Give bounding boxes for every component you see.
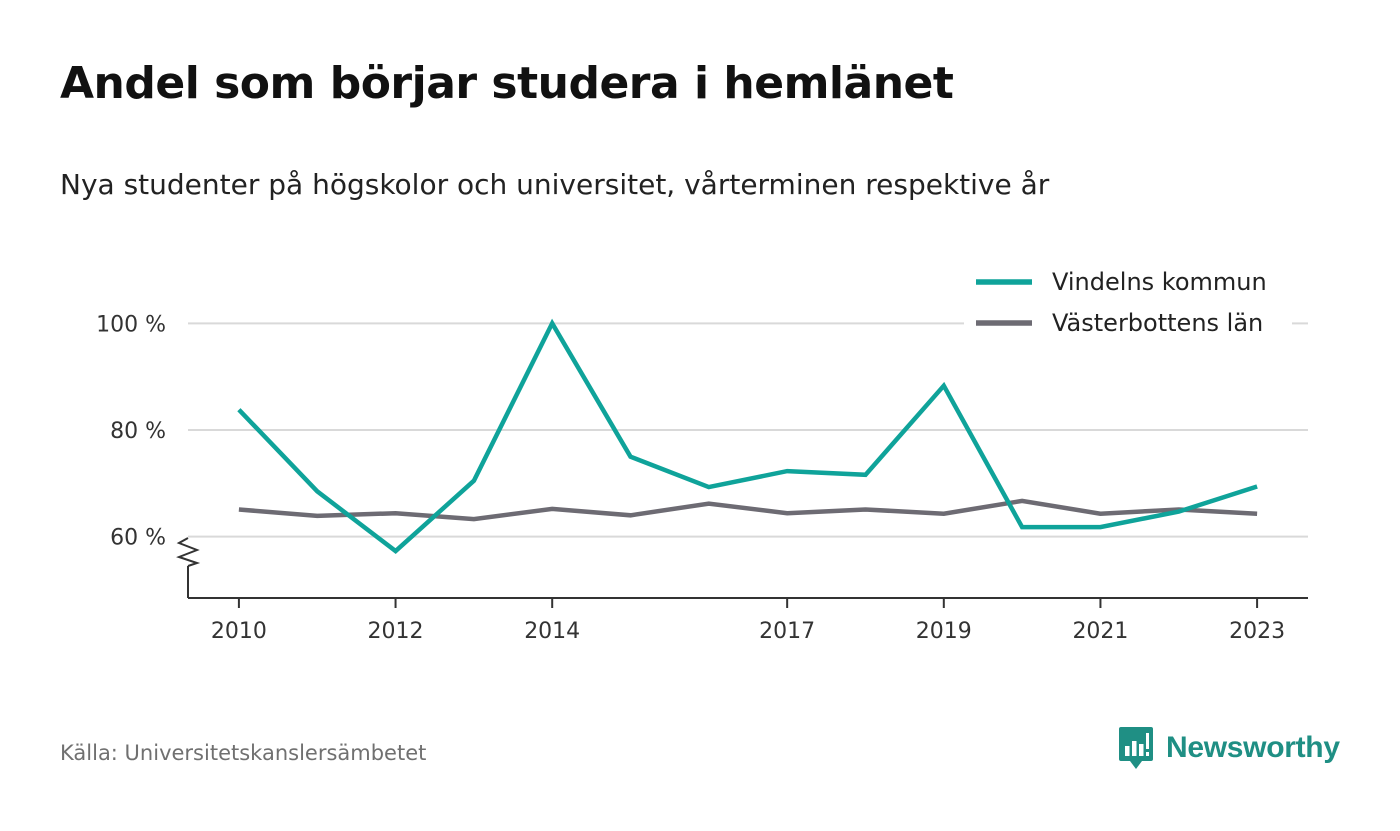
chart-subtitle: Nya studenter på högskolor och universit… — [60, 168, 1050, 201]
x-tick-label: 2017 — [759, 619, 815, 644]
series-line-1 — [237, 318, 1258, 555]
y-tick-label: 60 % — [110, 526, 166, 551]
series-line-2 — [238, 498, 1258, 522]
y-tick-label: 100 % — [96, 312, 166, 337]
x-tick-label: 2021 — [1072, 619, 1128, 644]
y-tick-label: 80 % — [110, 419, 166, 444]
brand-name: Newsworthy — [1166, 731, 1340, 764]
newsworthy-logo-icon — [1119, 727, 1153, 769]
x-tick-label: 2019 — [916, 619, 972, 644]
source-note: Källa: Universitetskanslersämbetet — [60, 741, 427, 765]
chart-title: Andel som börjar studera i hemlänet — [60, 58, 954, 109]
legend-label: Vindelns kommun — [1052, 268, 1267, 296]
x-tick-label: 2010 — [211, 619, 267, 644]
y-axis-break-icon — [176, 537, 201, 567]
gridlines — [188, 322, 1308, 538]
x-tick-label: 2014 — [524, 619, 580, 644]
legend-background — [964, 260, 1292, 348]
axes: 60 % 80 % 100 % 2010 2012 2014 2017 2019 2021 202… — [96, 312, 1308, 644]
x-tick-label: 2023 — [1229, 619, 1285, 644]
legend: Vindelns kommun Västerbottens län — [964, 260, 1292, 348]
legend-label: Västerbottens län — [1052, 309, 1263, 337]
brand-logo: Newsworthy — [1118, 726, 1340, 770]
series-lines — [237, 318, 1258, 555]
x-tick-label: 2012 — [368, 619, 424, 644]
